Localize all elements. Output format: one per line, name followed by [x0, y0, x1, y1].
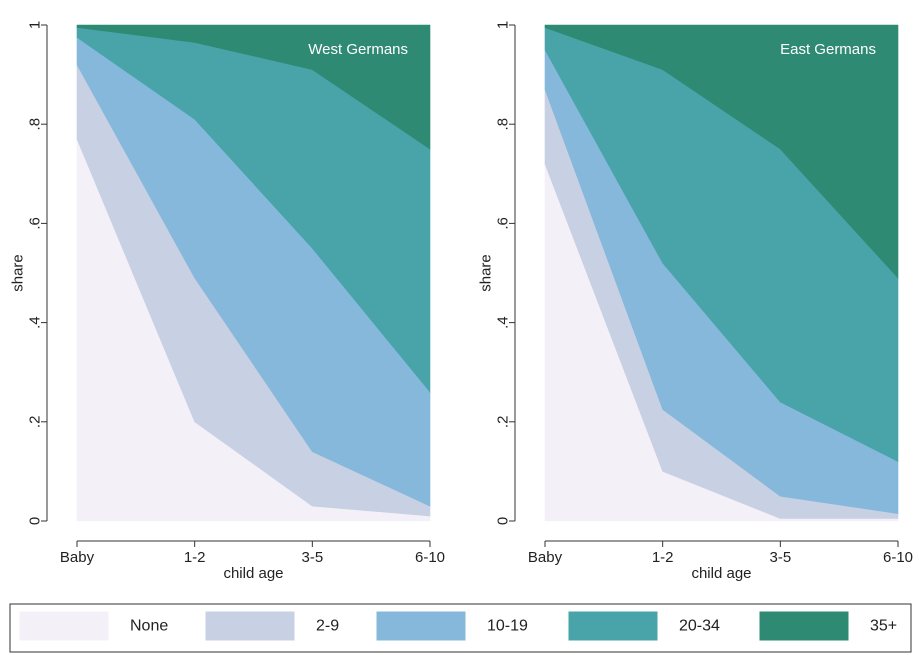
y-tick-label: 0	[495, 517, 512, 525]
x-tick-label: Baby	[60, 549, 95, 566]
legend-swatch-20-34	[568, 611, 658, 641]
y-axis-title: share	[10, 254, 27, 292]
area-35	[544, 24, 899, 279]
x-tick-label: 6-10	[415, 549, 445, 566]
x-tick-label: 1-2	[184, 549, 206, 566]
y-tick-label: .4	[27, 316, 44, 329]
y-tick-label: .8	[27, 118, 44, 131]
panel-title: East Germans	[780, 41, 876, 58]
legend-swatch-none	[19, 611, 109, 641]
legend-label-none: None	[130, 618, 168, 635]
x-tick-label: 6-10	[883, 549, 913, 566]
y-tick-label: 1	[27, 21, 44, 29]
panel-west-germans: 0 .2 .4 .6 .8 1 share Baby 1-2 3-5 6-10 child age We…	[10, 21, 446, 582]
y-axis-title: share	[478, 254, 495, 292]
legend-label-10-19: 10-19	[487, 618, 528, 635]
x-tick-label: 3-5	[301, 549, 323, 566]
legend-swatch-10-19	[376, 611, 466, 641]
x-tick-label: 1-2	[652, 549, 674, 566]
area-35	[76, 24, 431, 150]
y-tick-label: 1	[495, 21, 512, 29]
y-tick-label: .6	[495, 217, 512, 230]
panel-title: West Germans	[308, 41, 408, 58]
x-tick-label: Baby	[528, 549, 563, 566]
y-tick-label: .8	[495, 118, 512, 131]
y-tick-label: 0	[27, 517, 44, 525]
x-axis-title: child age	[223, 565, 283, 582]
legend-swatch-35	[759, 611, 849, 641]
y-tick-label: .6	[27, 217, 44, 230]
x-axis-title: child age	[691, 565, 751, 582]
y-tick-label: .2	[27, 416, 44, 429]
panel-east-germans: 0 .2 .4 .6 .8 1 share Baby 1-2 3-5 6-10 child age Ea…	[478, 21, 914, 582]
legend: None 2-9 10-19 20-34 35+	[9, 603, 912, 653]
legend-swatch-2-9	[205, 611, 295, 641]
legend-label-2-9: 2-9	[316, 618, 339, 635]
legend-label-20-34: 20-34	[679, 618, 720, 635]
y-tick-label: .4	[495, 316, 512, 329]
y-tick-label: .2	[495, 416, 512, 429]
legend-label-35: 35+	[870, 618, 897, 635]
x-tick-label: 3-5	[769, 549, 791, 566]
